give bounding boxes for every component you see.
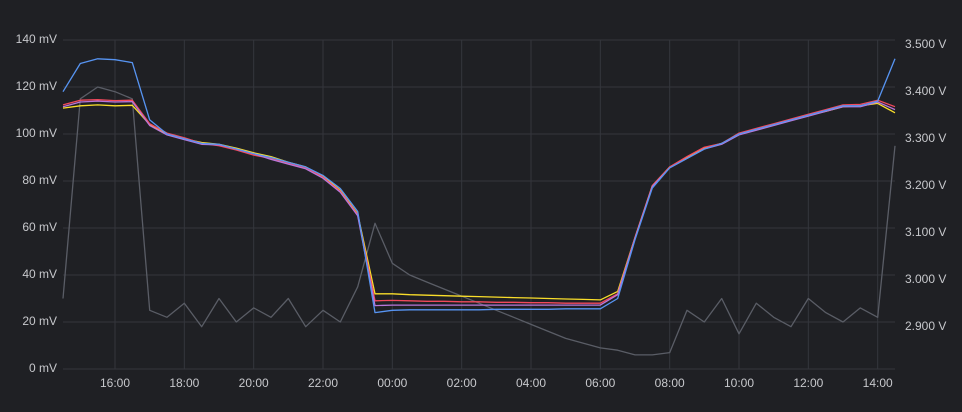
- y2-tick-label: 3.400 V: [905, 84, 946, 98]
- y2-tick-label: 2.900 V: [905, 319, 946, 333]
- x-tick-label: 12:00: [793, 376, 823, 390]
- y-tick-label: 20 mV: [22, 314, 57, 328]
- x-tick-label: 08:00: [655, 376, 685, 390]
- x-tick-label: 10:00: [724, 376, 754, 390]
- x-tick-label: 00:00: [377, 376, 407, 390]
- series-line: [62, 86, 896, 356]
- y-tick-label: 40 mV: [22, 267, 57, 281]
- y-tick-label: 120 mV: [16, 79, 57, 93]
- x-tick-label: 18:00: [169, 376, 199, 390]
- series-line: [62, 100, 896, 307]
- x-tick-label: 22:00: [308, 376, 338, 390]
- y2-tick-label: 3.000 V: [905, 272, 946, 286]
- y-tick-label: 100 mV: [16, 126, 57, 140]
- y2-tick-label: 3.200 V: [905, 178, 946, 192]
- y-tick-label: 140 mV: [16, 32, 57, 46]
- x-tick-label: 02:00: [447, 376, 477, 390]
- y2-tick-label: 3.100 V: [905, 225, 946, 239]
- x-tick-label: 06:00: [585, 376, 615, 390]
- series-line: [62, 58, 896, 314]
- y-tick-label: 60 mV: [22, 220, 57, 234]
- x-tick-label: 04:00: [516, 376, 546, 390]
- series-line: [62, 99, 896, 304]
- x-tick-label: 14:00: [863, 376, 893, 390]
- y-tick-label: 0 mV: [29, 361, 57, 375]
- y2-tick-label: 3.500 V: [905, 37, 946, 51]
- series-line: [62, 102, 896, 301]
- x-tick-label: 16:00: [100, 376, 130, 390]
- y2-tick-label: 3.300 V: [905, 131, 946, 145]
- x-tick-label: 20:00: [239, 376, 269, 390]
- y-tick-label: 80 mV: [22, 173, 57, 187]
